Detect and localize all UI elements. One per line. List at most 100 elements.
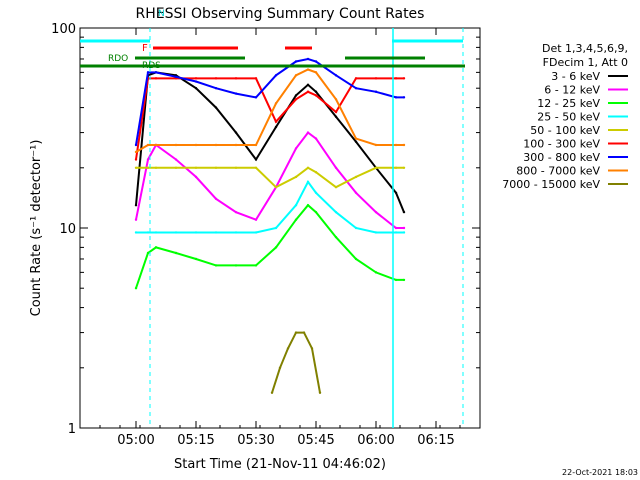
series-point	[354, 175, 358, 179]
series-point	[154, 77, 158, 80]
series-point	[334, 235, 338, 239]
legend-label: 6 - 12 keV	[544, 84, 600, 97]
series-point	[394, 278, 398, 282]
y-axis-label: Count Rate (s⁻¹ detector⁻¹)	[29, 140, 44, 317]
series-point	[334, 210, 338, 214]
series-point	[402, 226, 406, 230]
series-point	[146, 71, 150, 74]
series-point	[214, 77, 218, 80]
series-point	[234, 143, 238, 147]
series-point	[194, 77, 198, 80]
series-point	[134, 204, 138, 207]
series-point	[334, 185, 338, 189]
series-point	[306, 204, 310, 207]
series-point	[314, 94, 318, 97]
series-point	[306, 180, 310, 184]
series-point	[354, 191, 358, 194]
series-point	[194, 257, 198, 261]
series-point	[146, 158, 150, 161]
series-point	[394, 166, 398, 169]
series-point	[294, 98, 298, 101]
series-point	[274, 125, 278, 129]
series-point	[174, 251, 178, 255]
legend-header-line-2: FDecim 1, Att 0	[543, 56, 628, 69]
series-point	[402, 278, 406, 282]
series-point	[234, 264, 238, 267]
series-point	[294, 331, 298, 334]
series-point	[194, 175, 198, 179]
series-point	[254, 264, 258, 267]
series-point	[294, 204, 298, 207]
series-point	[234, 166, 238, 169]
series-point	[354, 77, 358, 80]
series-point	[294, 74, 298, 77]
series-point	[214, 264, 218, 267]
annotation-layer: N F RDO RDS	[80, 9, 465, 428]
series-point	[146, 251, 150, 255]
series-point	[334, 110, 338, 114]
series-point	[154, 166, 158, 169]
series-point	[146, 143, 150, 147]
series-point	[374, 77, 378, 80]
series-point	[306, 68, 310, 71]
series-point	[334, 115, 338, 118]
chart-title: RHESSI Observing Summary Count Rates	[136, 6, 425, 22]
x-tick-label: 05:15	[177, 433, 214, 448]
series-point	[174, 75, 178, 79]
x-axis-label: Start Time (21-Nov-11 04:46:02)	[174, 457, 386, 472]
series-point	[234, 92, 238, 95]
series-point	[374, 90, 378, 93]
series-point	[354, 226, 358, 230]
series-point	[318, 391, 322, 394]
series-point	[194, 87, 198, 90]
series-point	[134, 287, 138, 290]
series-point	[306, 90, 310, 93]
legend-label: 100 - 300 keV	[523, 138, 600, 151]
series-point	[254, 96, 258, 99]
x-tick-label: 05:00	[117, 433, 154, 448]
series-point	[394, 96, 398, 99]
legend: Det 1,3,4,5,6,9, FDecim 1, Att 0 3 - 6 k…	[502, 42, 628, 191]
series-point	[274, 74, 278, 77]
series-point	[194, 231, 198, 234]
series-point	[294, 94, 298, 97]
series-point	[214, 231, 218, 234]
series-point	[214, 166, 218, 169]
series-point	[294, 218, 298, 221]
series-point	[394, 226, 398, 230]
legend-label: 7000 - 15000 keV	[502, 178, 600, 191]
series-point	[354, 87, 358, 90]
series-point	[314, 210, 318, 214]
series-point	[286, 347, 290, 350]
series-layer	[134, 57, 406, 394]
series-point	[134, 231, 138, 234]
series-point	[146, 166, 150, 169]
series-point	[354, 257, 358, 261]
series-point	[154, 71, 158, 74]
legend-label: 12 - 25 keV	[537, 97, 600, 110]
series-point	[374, 166, 378, 169]
series-point	[278, 366, 282, 369]
series-point	[314, 71, 318, 74]
series-point	[214, 197, 218, 200]
series-point	[154, 143, 158, 147]
series-point	[274, 120, 278, 123]
footer-timestamp: 22-Oct-2021 18:03	[562, 468, 638, 477]
series-point	[314, 171, 318, 174]
series-point	[174, 166, 178, 169]
series-point	[270, 391, 274, 394]
series-point	[146, 231, 150, 234]
x-tick-label: 05:45	[297, 433, 334, 448]
legend-header-line-1: Det 1,3,4,5,6,9,	[542, 42, 628, 55]
series-point	[334, 166, 338, 169]
y-ticks: 1 10 100	[51, 22, 480, 437]
series-point	[134, 150, 138, 154]
series-point	[214, 143, 218, 147]
series-point	[254, 143, 258, 147]
series-point	[402, 210, 406, 214]
series-point	[394, 231, 398, 234]
annotation-rdo: RDO	[108, 54, 128, 64]
series-point	[314, 90, 318, 93]
series-point	[314, 137, 318, 140]
series-point	[310, 347, 314, 350]
